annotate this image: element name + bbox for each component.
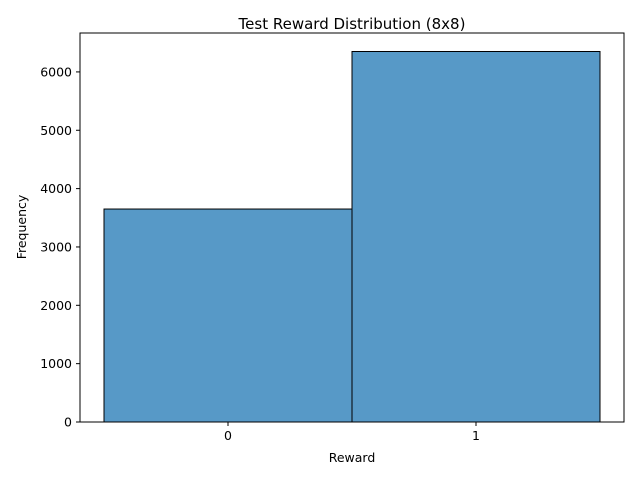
x-tick-label-0: 0	[224, 428, 232, 443]
y-tick-label-0: 0	[64, 415, 72, 430]
x-tick-label-1: 1	[472, 428, 480, 443]
y-axis-label: Frequency	[14, 194, 29, 259]
plot-frame	[79, 32, 625, 423]
chart-title: Test Reward Distribution (8x8)	[238, 15, 466, 33]
y-tick-label-1000: 1000	[40, 356, 72, 371]
y-tick-label-4000: 4000	[40, 181, 72, 196]
y-axis: 0 1000 2000 3000 4000 5000 6000	[40, 64, 80, 430]
y-tick-label-2000: 2000	[40, 298, 72, 313]
bars-layer	[103, 50, 601, 423]
y-tick-label-6000: 6000	[40, 64, 72, 79]
x-axis-label: Reward	[329, 450, 376, 465]
y-tick-label-3000: 3000	[40, 239, 72, 254]
bar-1	[351, 50, 601, 423]
bar-0	[103, 208, 353, 423]
y-tick-label-5000: 5000	[40, 123, 72, 138]
